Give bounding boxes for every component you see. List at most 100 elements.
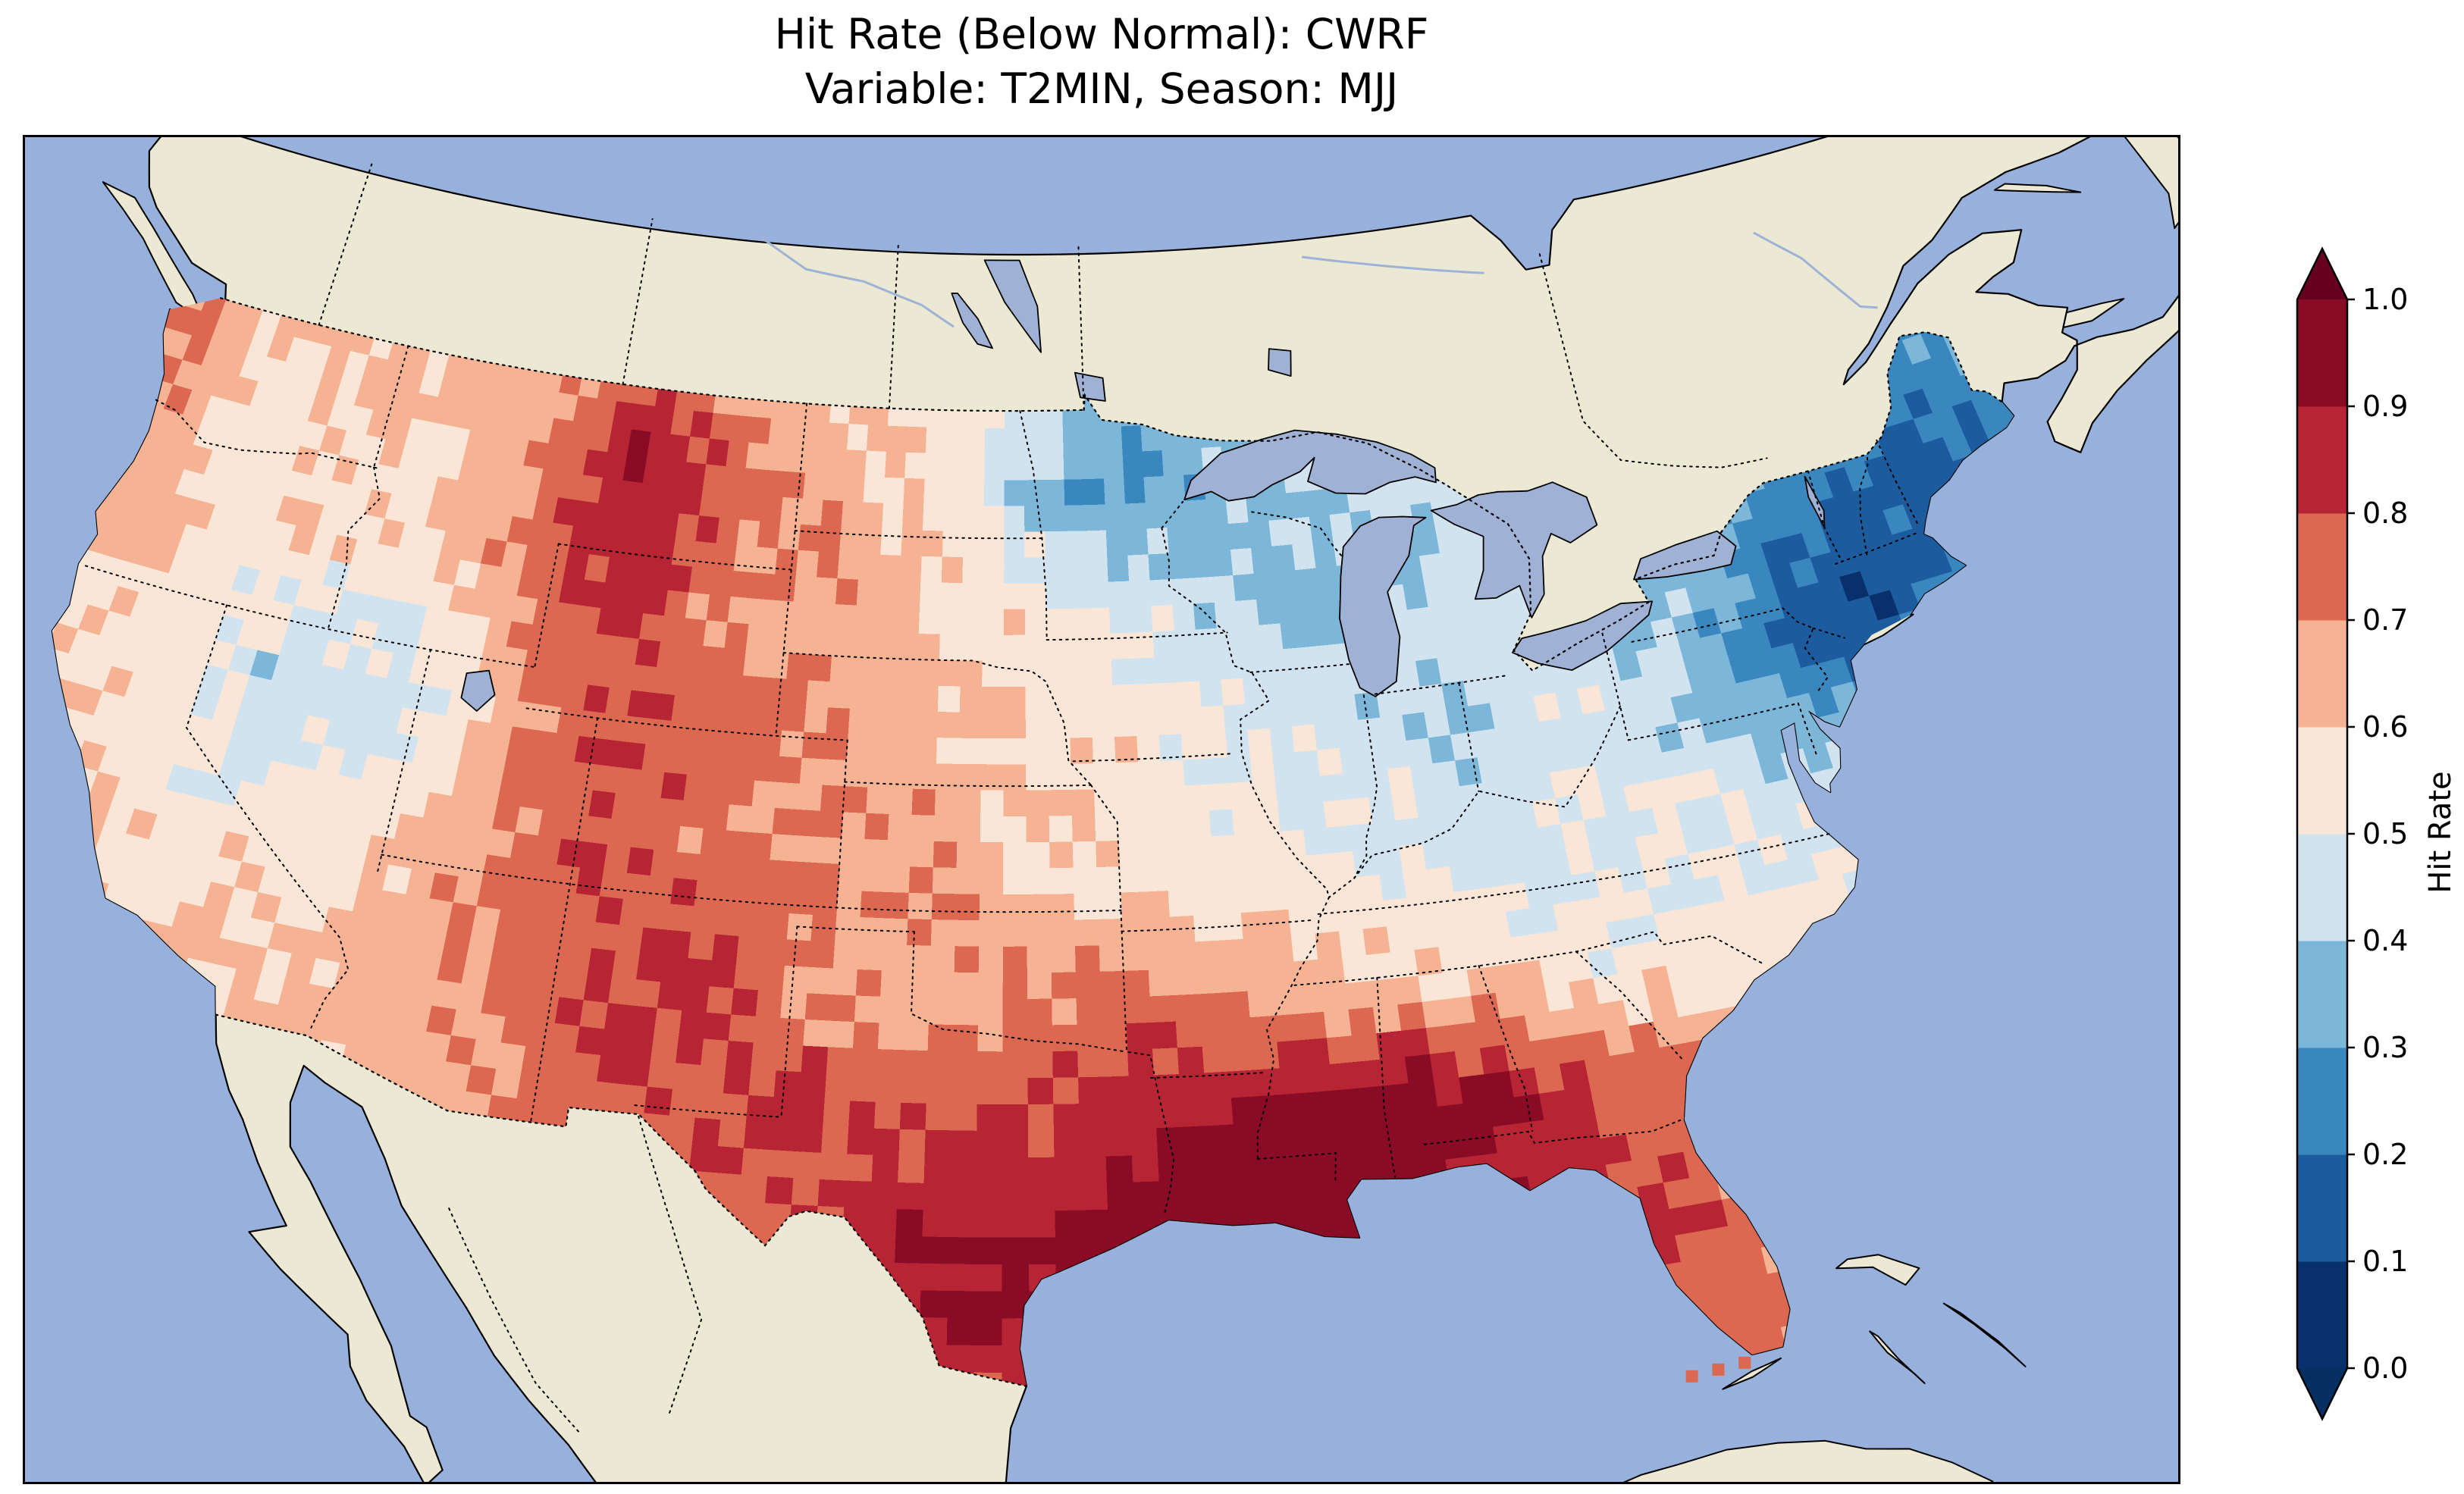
colorbar-tick-label: 0.5 (2362, 817, 2408, 850)
state-border (1575, 951, 1683, 1060)
island (1835, 1254, 1920, 1286)
state-border (1077, 242, 1085, 411)
title-line-1: Hit Rate (Below Normal): CWRF (774, 10, 1429, 58)
lake (1268, 348, 1292, 377)
country-border (1083, 393, 1723, 672)
colorbar-tick-label: 0.2 (2362, 1138, 2408, 1171)
state-border (373, 345, 409, 468)
state-border (638, 1115, 703, 1415)
state-border (1072, 753, 1232, 763)
state-border (448, 1207, 581, 1433)
colorbar-segment (2297, 1261, 2347, 1369)
state-border (1045, 631, 1228, 641)
state-border (1251, 511, 1342, 556)
state-border (1121, 930, 1175, 1217)
state-border (1631, 607, 1829, 693)
colorbar-segment (2297, 1154, 2347, 1262)
state-border (1374, 675, 1507, 695)
lake (951, 292, 993, 349)
lake (1512, 600, 1654, 671)
state-border (1859, 453, 1869, 556)
state-border (796, 926, 915, 933)
colorbar-segment (2297, 1048, 2347, 1155)
colorbar-tick-label: 0.0 (2362, 1351, 2408, 1385)
state-border (1121, 919, 1312, 932)
map-frame (23, 135, 2180, 1484)
colorbar-segment (2297, 620, 2347, 728)
state-border (1835, 531, 1920, 565)
lake (1633, 530, 1737, 581)
colorbar-tick-label: 0.7 (2362, 603, 2408, 637)
state-border (1538, 253, 1768, 468)
island (2122, 135, 2180, 230)
lake (1074, 371, 1106, 402)
map-canvas (23, 135, 2180, 1484)
colorbar: 1.0 0.9 0.8 0.7 0.6 0.5 0.4 0.3 0.2 0.1 0.0 (2296, 246, 2408, 1421)
colorbar-axis-label: Hit Rate (2423, 771, 2458, 894)
lake (1339, 515, 1427, 697)
title-line-2: Variable: T2MIN, Season: MJJ (804, 64, 1399, 113)
figure-title: Hit Rate (Below Normal): CWRF Variable: … (23, 8, 2180, 116)
stray-coastal-cells (1685, 1356, 1751, 1383)
lake (983, 259, 1042, 353)
island (1722, 1357, 1782, 1390)
island (1869, 1330, 1926, 1384)
colorbar-tick-label: 0.6 (2362, 710, 2408, 744)
state-border (1090, 784, 1123, 932)
colorbar-segment (2297, 299, 2347, 407)
state-border (1161, 527, 1330, 1160)
river (1753, 231, 1878, 309)
lake (1430, 481, 1598, 619)
river (751, 230, 955, 328)
colorbar-segment (2297, 727, 2347, 835)
colorbar-segment (2297, 513, 2347, 621)
state-border (794, 530, 1043, 540)
colorbar-tick-label: 0.3 (2362, 1031, 2408, 1064)
state-border (557, 543, 792, 571)
island (1993, 183, 2082, 193)
island (1942, 1302, 2027, 1367)
state-border (375, 649, 431, 876)
island (1617, 1439, 1994, 1484)
lake (1183, 429, 1437, 502)
colorbar-tick-label: 0.1 (2362, 1245, 2408, 1278)
colorbar-segment (2297, 406, 2347, 514)
colorbar-tick-label: 1.0 (2362, 283, 2408, 316)
state-border (775, 402, 808, 737)
country-border (1719, 330, 2003, 534)
state-border (844, 781, 1092, 788)
colorbar-segment (2297, 941, 2347, 1048)
state-border (1293, 951, 1577, 986)
state-border (1353, 694, 1378, 879)
state-border (318, 163, 373, 326)
state-border (1812, 627, 1845, 639)
state-border (1256, 1152, 1337, 1185)
state-border (525, 707, 848, 741)
country-border (215, 1013, 1028, 1387)
state-border (381, 853, 1122, 913)
state-border (835, 739, 848, 909)
state-border (327, 466, 381, 630)
state-border (534, 543, 560, 669)
colorbar-under-arrow (2297, 1368, 2347, 1419)
lake (460, 669, 496, 712)
island (2062, 298, 2125, 328)
colorbar-segment (2297, 834, 2347, 941)
colorbar-over-arrow (2297, 249, 2347, 299)
state-border (1875, 437, 1918, 524)
state-border (622, 218, 654, 385)
state-border (1161, 500, 1184, 529)
state-border (1797, 702, 1817, 755)
state-border (155, 399, 378, 469)
state-border (782, 652, 1092, 786)
state-border (910, 931, 1128, 1053)
state-border (1150, 1071, 1268, 1079)
state-border (780, 926, 798, 1118)
colorbar-tick-label: 0.4 (2362, 924, 2408, 957)
state-border (1478, 965, 1534, 1132)
lakes (460, 230, 1878, 712)
state-border (1376, 976, 1396, 1178)
colorbar-tick-label: 0.9 (2362, 390, 2408, 423)
state-border (1458, 682, 1480, 792)
